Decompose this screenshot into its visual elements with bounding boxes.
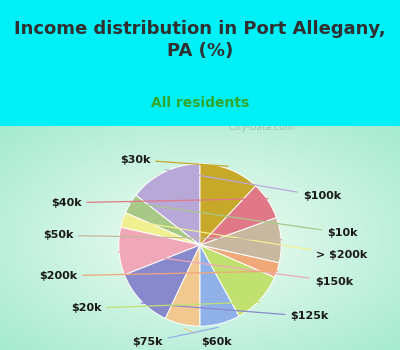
Wedge shape xyxy=(200,245,279,277)
Text: $200k: $200k xyxy=(39,271,278,281)
Text: $20k: $20k xyxy=(71,302,260,313)
Text: $60k: $60k xyxy=(184,329,232,348)
Wedge shape xyxy=(200,186,276,245)
Text: $50k: $50k xyxy=(43,230,282,240)
Text: $40k: $40k xyxy=(51,198,268,208)
Wedge shape xyxy=(121,213,200,245)
Wedge shape xyxy=(200,217,281,263)
Text: All residents: All residents xyxy=(151,96,249,110)
Text: $125k: $125k xyxy=(141,303,329,321)
Wedge shape xyxy=(119,227,200,275)
Text: $30k: $30k xyxy=(120,155,228,166)
Wedge shape xyxy=(124,245,200,318)
Wedge shape xyxy=(126,195,200,245)
Text: City-Data.com: City-Data.com xyxy=(223,123,294,132)
Wedge shape xyxy=(200,164,256,245)
Text: Income distribution in Port Allegany,
PA (%): Income distribution in Port Allegany, PA… xyxy=(14,20,386,61)
Text: $150k: $150k xyxy=(118,252,353,287)
Wedge shape xyxy=(136,164,200,245)
Text: $100k: $100k xyxy=(166,170,341,201)
Text: $75k: $75k xyxy=(132,327,218,348)
Wedge shape xyxy=(200,245,274,316)
Text: $10k: $10k xyxy=(130,202,357,238)
Wedge shape xyxy=(200,245,239,326)
Wedge shape xyxy=(166,245,200,326)
Text: > $200k: > $200k xyxy=(122,219,368,260)
